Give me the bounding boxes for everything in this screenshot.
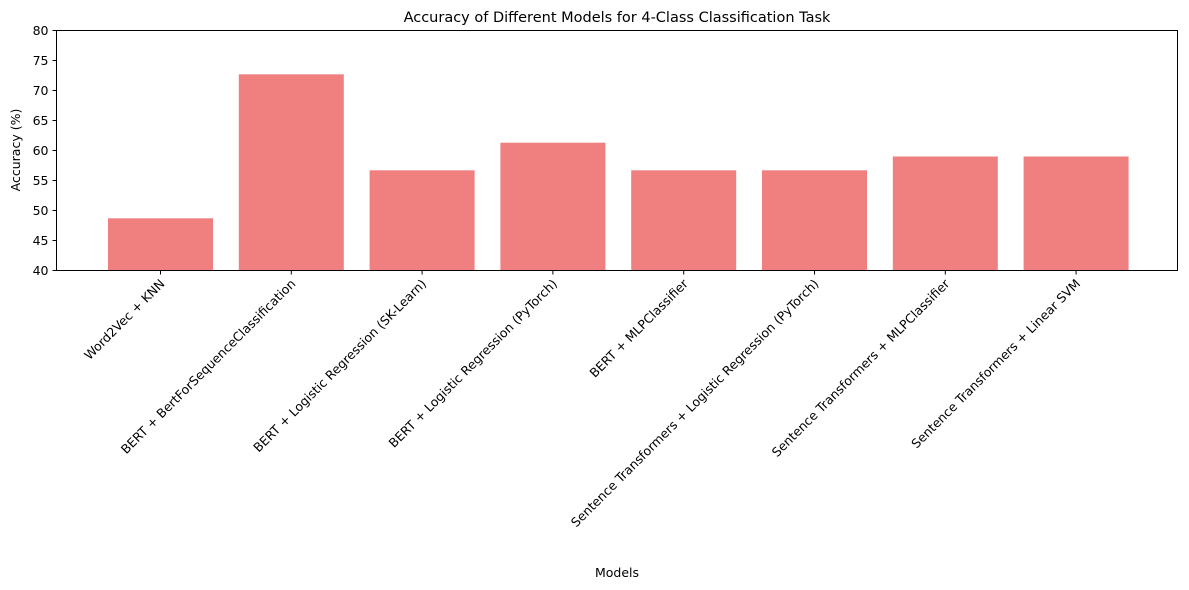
x-tick-label-4: BERT + MLPClassifier (586, 275, 691, 380)
bar-2 (369, 170, 475, 271)
bar-4 (631, 170, 737, 271)
y-tick-label-2: 50 (33, 203, 49, 218)
y-tick-label-5: 65 (33, 113, 49, 128)
bar-0 (108, 218, 213, 271)
bar-6 (892, 156, 998, 271)
y-tick-label-1: 45 (33, 233, 49, 248)
y-tick-label-8: 80 (33, 23, 49, 38)
bar-1 (238, 74, 344, 271)
y-tick-label-3: 55 (33, 173, 49, 188)
plot-frame (56, 30, 1178, 271)
y-axis-label: Accuracy (%) (8, 109, 23, 192)
x-tick-label-5: Sentence Transformers + Logistic Regress… (568, 276, 822, 530)
x-axis-label: Models (595, 565, 639, 580)
bar-3 (500, 142, 606, 271)
y-tick-label-4: 60 (33, 143, 49, 158)
y-tick-label-6: 70 (33, 83, 49, 98)
chart-title: Accuracy of Different Models for 4-Class… (404, 10, 831, 26)
bar-5 (762, 170, 867, 271)
y-tick-label-7: 75 (33, 53, 49, 68)
x-tick-label-0: Word2Vec + KNN (81, 276, 168, 363)
bar-7 (1023, 156, 1129, 271)
bars-group (108, 74, 1129, 271)
y-tick-label-0: 40 (33, 263, 49, 278)
y-axis: 40 45 50 55 60 65 70 75 80 (33, 23, 57, 278)
